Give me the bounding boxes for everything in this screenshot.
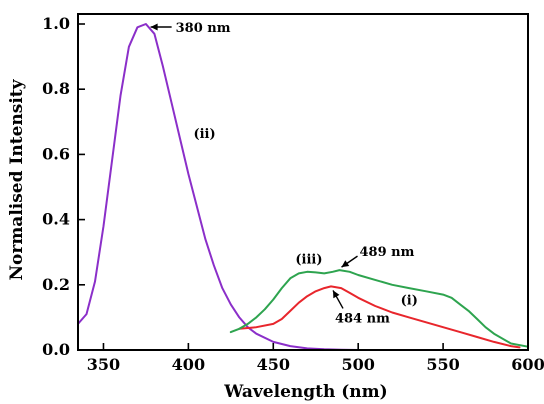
annotation-arrow-head xyxy=(333,290,340,299)
y-tick-label: 1.0 xyxy=(42,14,70,33)
x-tick-label: 550 xyxy=(426,355,459,374)
series-line xyxy=(238,285,521,349)
x-tick-label: 350 xyxy=(87,355,120,374)
series-line xyxy=(77,23,377,351)
series-layer xyxy=(77,23,529,351)
plot-frame xyxy=(77,13,529,351)
annotation-arrow-head xyxy=(341,260,350,268)
annotation-label: (ii) xyxy=(193,127,215,142)
annotation-label: (iii) xyxy=(295,253,322,268)
annotation-label: 489 nm xyxy=(360,245,415,260)
y-tick-label: 0.0 xyxy=(42,340,70,359)
annotation-layer: 380 nm 489 nm 484 nm (ii) (iii) (i) xyxy=(150,21,418,326)
x-tick-label: 500 xyxy=(341,355,374,374)
x-axis-title: Wavelength (nm) xyxy=(223,382,387,402)
y-tick-label: 0.8 xyxy=(42,79,70,98)
annotation-label: 380 nm xyxy=(176,21,231,36)
y-tick-label: 0.4 xyxy=(42,210,70,229)
annotation-label: (i) xyxy=(401,293,418,308)
x-tick-label: 600 xyxy=(511,355,544,374)
x-tick-label: 450 xyxy=(257,355,290,374)
series-line xyxy=(229,269,529,348)
x-tick-label: 400 xyxy=(172,355,205,374)
annotation-label: 484 nm xyxy=(335,311,390,326)
y-tick-label: 0.2 xyxy=(42,275,70,294)
axes-layer: 350 400 450 500 550 600 0.0 0.2 0.4 0.6 0.8 1.0 xyxy=(42,13,544,374)
y-axis-title: Normalised Intensity xyxy=(7,78,27,280)
y-tick-label: 0.6 xyxy=(42,144,70,163)
annotation-arrow-head xyxy=(150,23,158,31)
